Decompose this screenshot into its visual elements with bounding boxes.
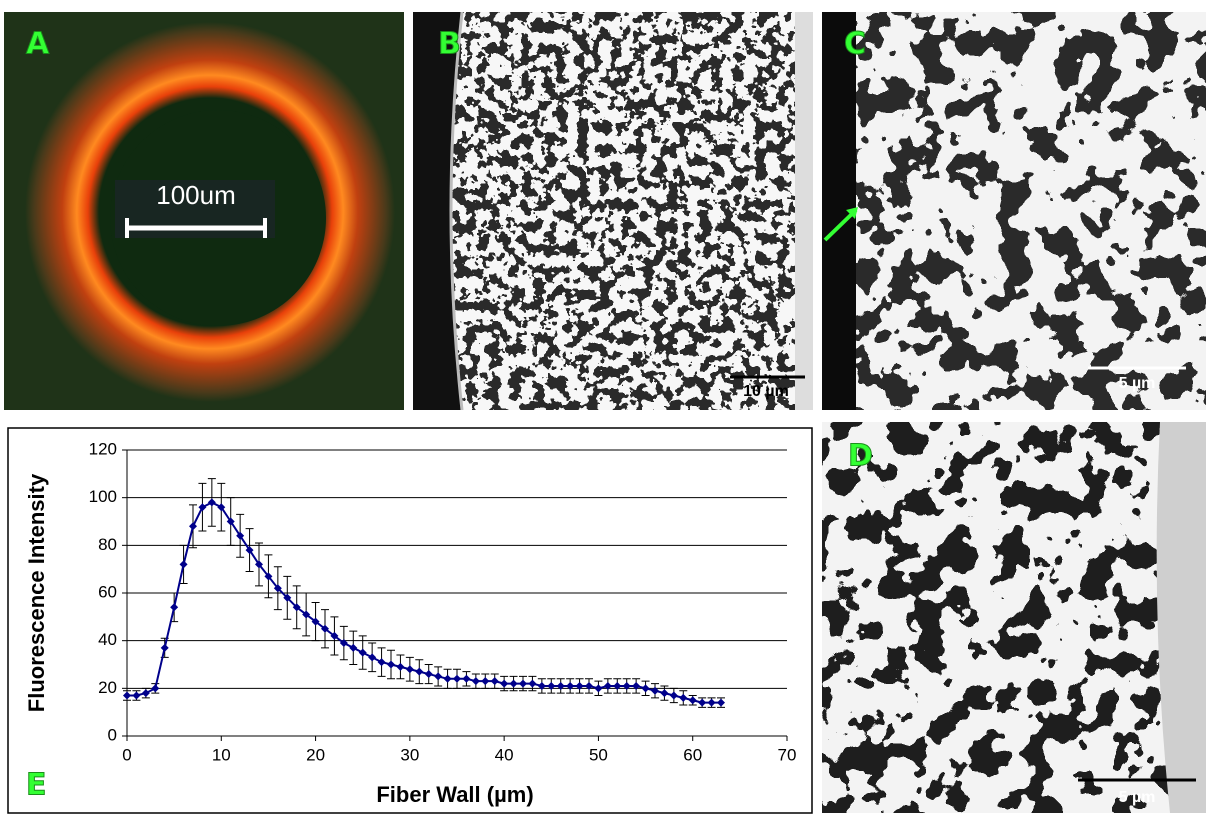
figure: 100um A 10 µm B 5 µm C 5 µm D 0 20 40 60 80 1… <box>0 0 1207 815</box>
x-tick-label: 0 <box>122 745 131 764</box>
panel-label: D <box>848 439 873 474</box>
x-tick-label: 40 <box>495 745 514 764</box>
y-tick-label: 80 <box>98 535 117 554</box>
x-tick-label: 60 <box>683 745 702 764</box>
panel-label: C <box>844 27 866 62</box>
scale-bar-label: 100um <box>156 180 236 210</box>
scale-bar-label: 10 µm <box>743 383 789 400</box>
y-tick-label: 40 <box>98 630 117 649</box>
y-tick-label: 120 <box>89 439 117 458</box>
scale-bar-label: 5 µm <box>1119 789 1156 806</box>
panel-c: 5 µm C <box>822 12 1206 410</box>
panel-d: 5 µm D <box>822 422 1206 813</box>
panel-b: 10 µm B <box>413 12 813 410</box>
panel-a: 100um A <box>4 12 404 410</box>
x-tick-label: 50 <box>589 745 608 764</box>
panel-label: E <box>26 768 47 803</box>
panel-label: A <box>26 27 50 62</box>
x-tick-label: 30 <box>400 745 419 764</box>
scale-bar-label: 5 µm <box>1119 375 1156 392</box>
y-tick-label: 0 <box>108 725 117 744</box>
y-tick-label: 20 <box>98 678 117 697</box>
y-axis-label: Fluorescence Intensity <box>24 473 49 712</box>
y-tick-label: 100 <box>89 487 117 506</box>
x-tick-label: 10 <box>212 745 231 764</box>
x-axis-label: Fiber Wall (µm) <box>376 782 533 807</box>
panel-label: B <box>438 27 461 62</box>
x-tick-label: 20 <box>306 745 325 764</box>
y-tick-label: 60 <box>98 582 117 601</box>
x-tick-label: 70 <box>778 745 797 764</box>
